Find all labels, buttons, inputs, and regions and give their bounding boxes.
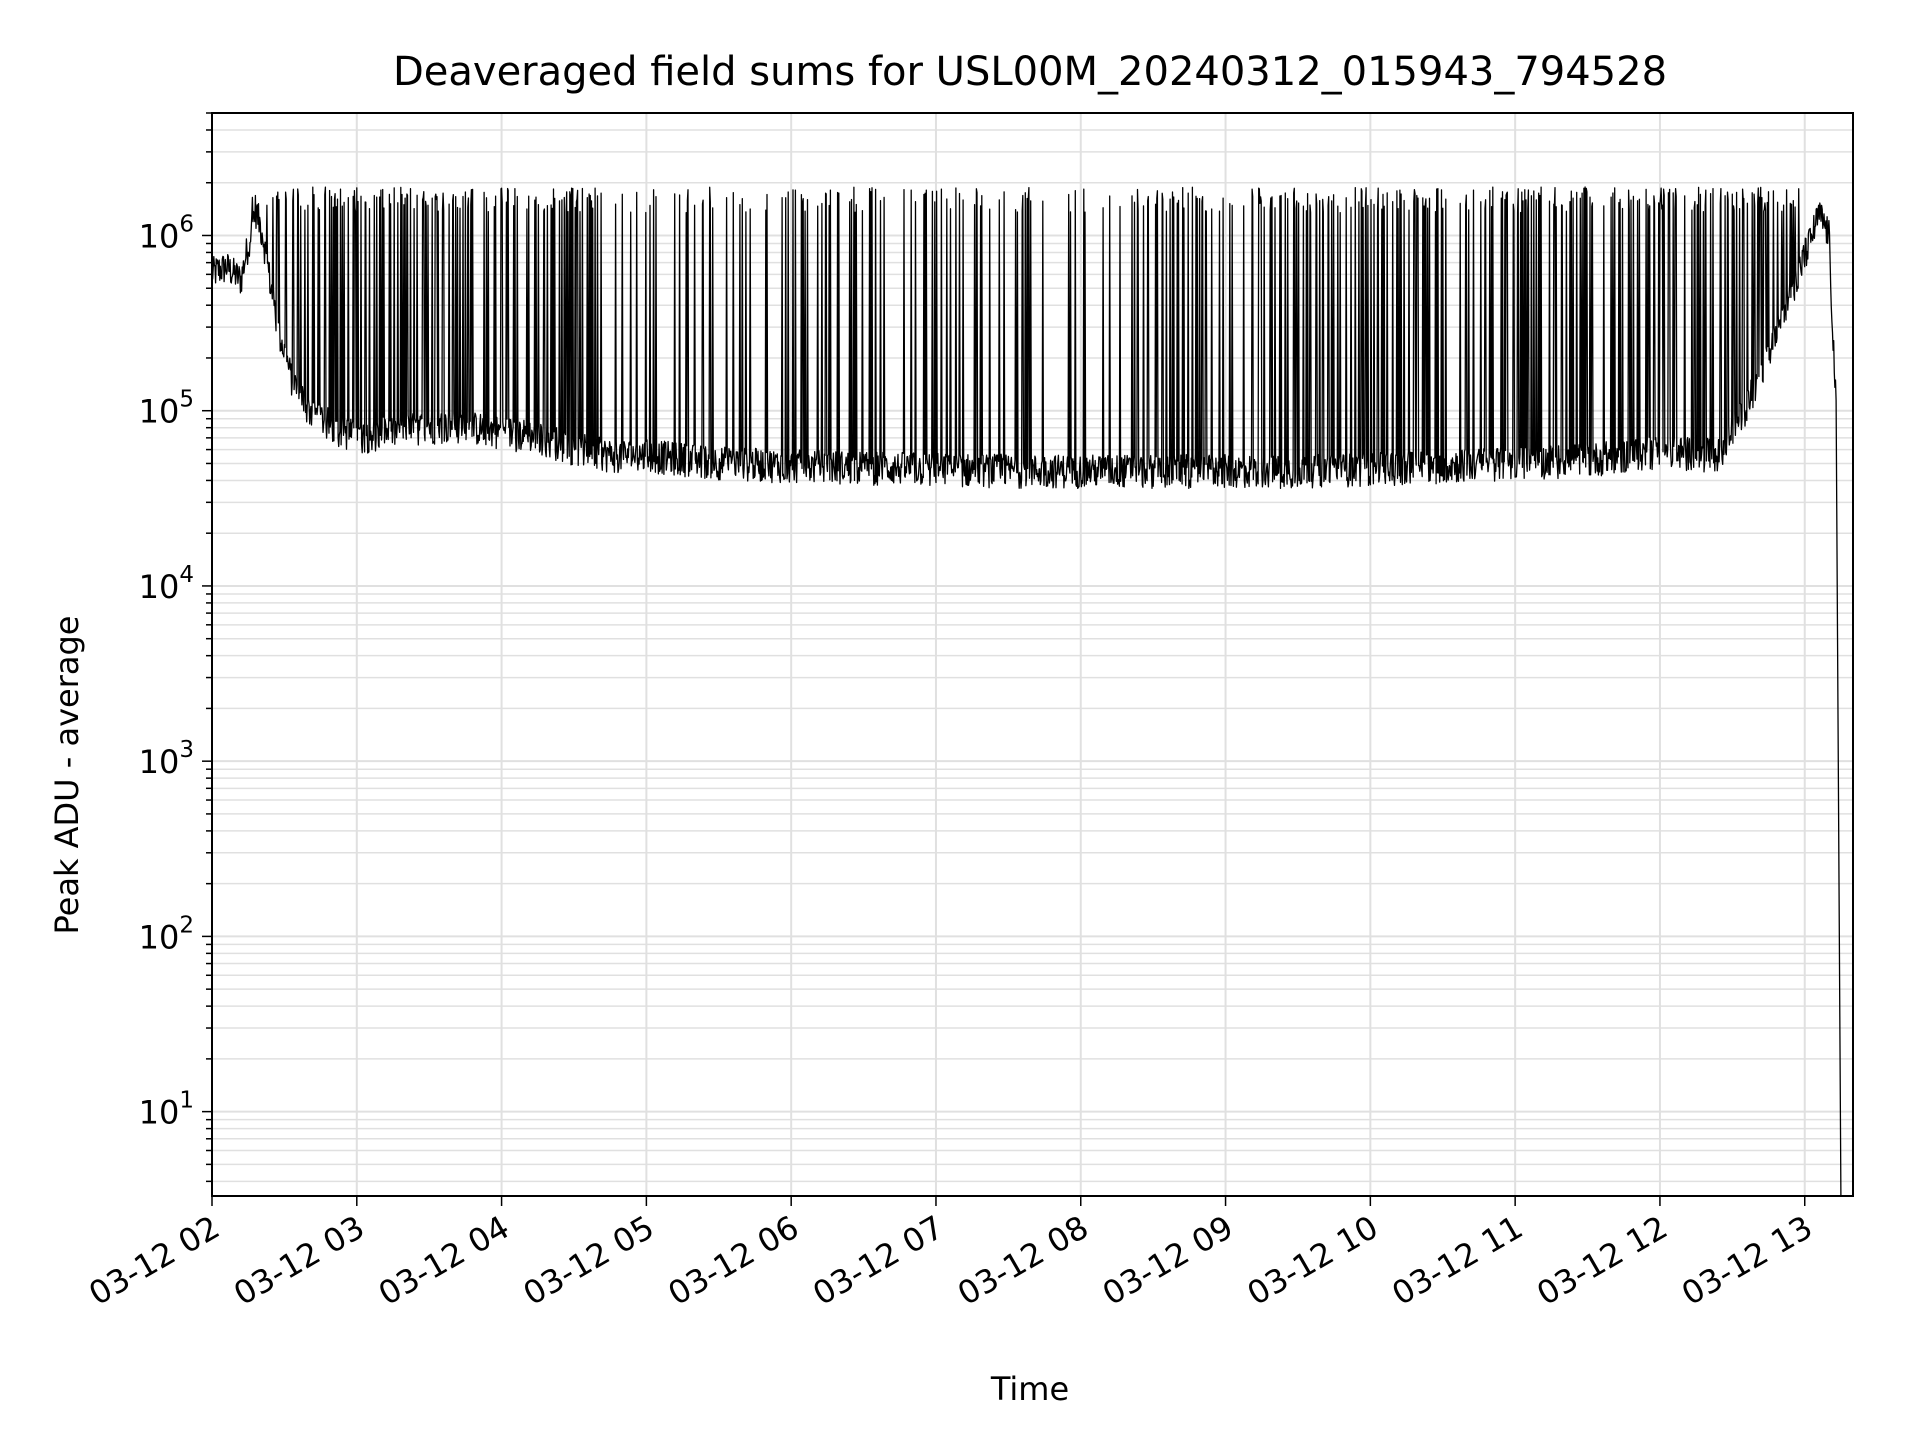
x-tick-label: 03-12 12 [1530, 1208, 1674, 1313]
plot-frame [211, 112, 1854, 1197]
y-tick-label: 101 [139, 1088, 194, 1132]
x-tick-label: 03-12 04 [372, 1208, 516, 1313]
x-tick-label: 03-12 05 [517, 1208, 661, 1313]
y-tick-label: 104 [139, 562, 194, 606]
y-axis-title: Peak ADU - average [48, 616, 86, 935]
y-tick-label: 102 [139, 912, 194, 956]
x-tick-label: 03-12 08 [951, 1208, 1095, 1313]
x-tick-label: 03-12 10 [1241, 1208, 1385, 1313]
x-tick-label: 03-12 11 [1386, 1208, 1530, 1313]
y-tick-label: 103 [139, 737, 194, 781]
x-tick-label: 03-12 02 [82, 1208, 226, 1313]
y-tick-label: 105 [139, 387, 194, 431]
chart-title: Deaveraged field sums for USL00M_2024031… [393, 49, 1667, 95]
x-tick-label: 03-12 06 [662, 1208, 806, 1313]
x-axis-title: Time [990, 1370, 1069, 1408]
plot-area [211, 186, 1842, 1197]
y-tick-label: 106 [139, 211, 194, 255]
x-tick-label: 03-12 13 [1675, 1208, 1819, 1313]
x-tick-label: 03-12 03 [227, 1208, 371, 1313]
x-tick-label: 03-12 09 [1096, 1208, 1240, 1313]
series-line [211, 186, 1842, 1197]
x-tick-label: 03-12 07 [806, 1208, 950, 1313]
